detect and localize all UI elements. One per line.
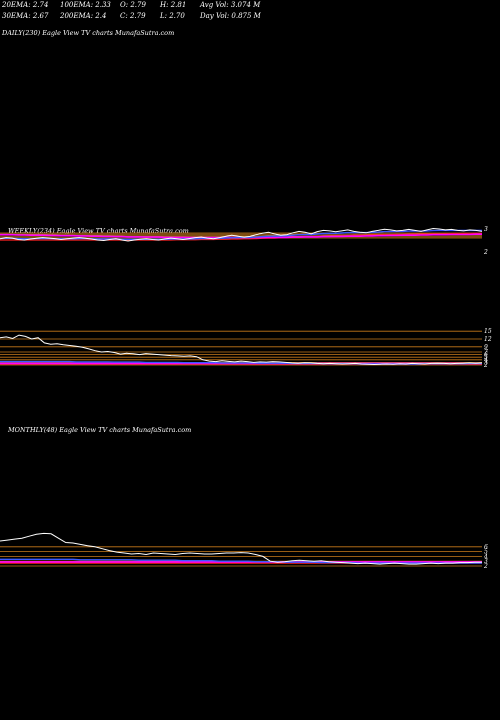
price-line <box>0 532 482 565</box>
price-line <box>0 227 483 242</box>
tick-label: 9 <box>484 344 488 351</box>
price-line <box>0 334 483 366</box>
tick-label: 2 <box>483 362 488 369</box>
tick-label: 6 <box>484 544 488 551</box>
ema100-readout: 100EMA: 2.33 <box>60 1 111 9</box>
ema200-readout: 200EMA: 2.4 <box>60 12 107 20</box>
monthly-panel-label: MONTHLY(48) Eagle View TV charts MunafaS… <box>8 426 192 434</box>
weekly-panel-label: WEEKLY(234) Eagle View TV charts MunafaS… <box>8 227 189 235</box>
avg-volume-readout: Avg Vol: 3.074 M <box>200 1 261 9</box>
tick-label: 2 <box>483 563 488 570</box>
open-readout: O: 2.79 <box>120 1 146 9</box>
tick-label: 2 <box>483 249 488 256</box>
tick-label: 5 <box>484 354 488 361</box>
tick-label: 6 <box>484 352 488 359</box>
tick-label: 15 <box>484 328 492 335</box>
tick-label: 4 <box>483 357 488 364</box>
day-volume-readout: Day Vol: 0.875 M <box>200 12 261 20</box>
ema-blue-line <box>0 229 482 241</box>
close-readout: C: 2.79 <box>120 12 146 20</box>
tick-label: 3 <box>484 359 488 366</box>
ema20-readout: 20EMA: 2.74 <box>2 1 49 9</box>
ema30-readout: 30EMA: 2.67 <box>2 12 49 20</box>
tick-label: 5 <box>484 549 488 556</box>
tick-label: 3 <box>484 558 488 565</box>
tick-label: 12 <box>484 336 492 343</box>
low-readout: L: 2.70 <box>160 12 185 20</box>
high-readout: H: 2.81 <box>160 1 187 9</box>
tick-label: 4 <box>483 553 488 560</box>
tick-label: 3 <box>484 226 488 233</box>
tick-label: 7 <box>484 349 488 356</box>
daily-panel-label: DAILY(230) Eagle View TV charts MunafaSu… <box>2 29 175 37</box>
